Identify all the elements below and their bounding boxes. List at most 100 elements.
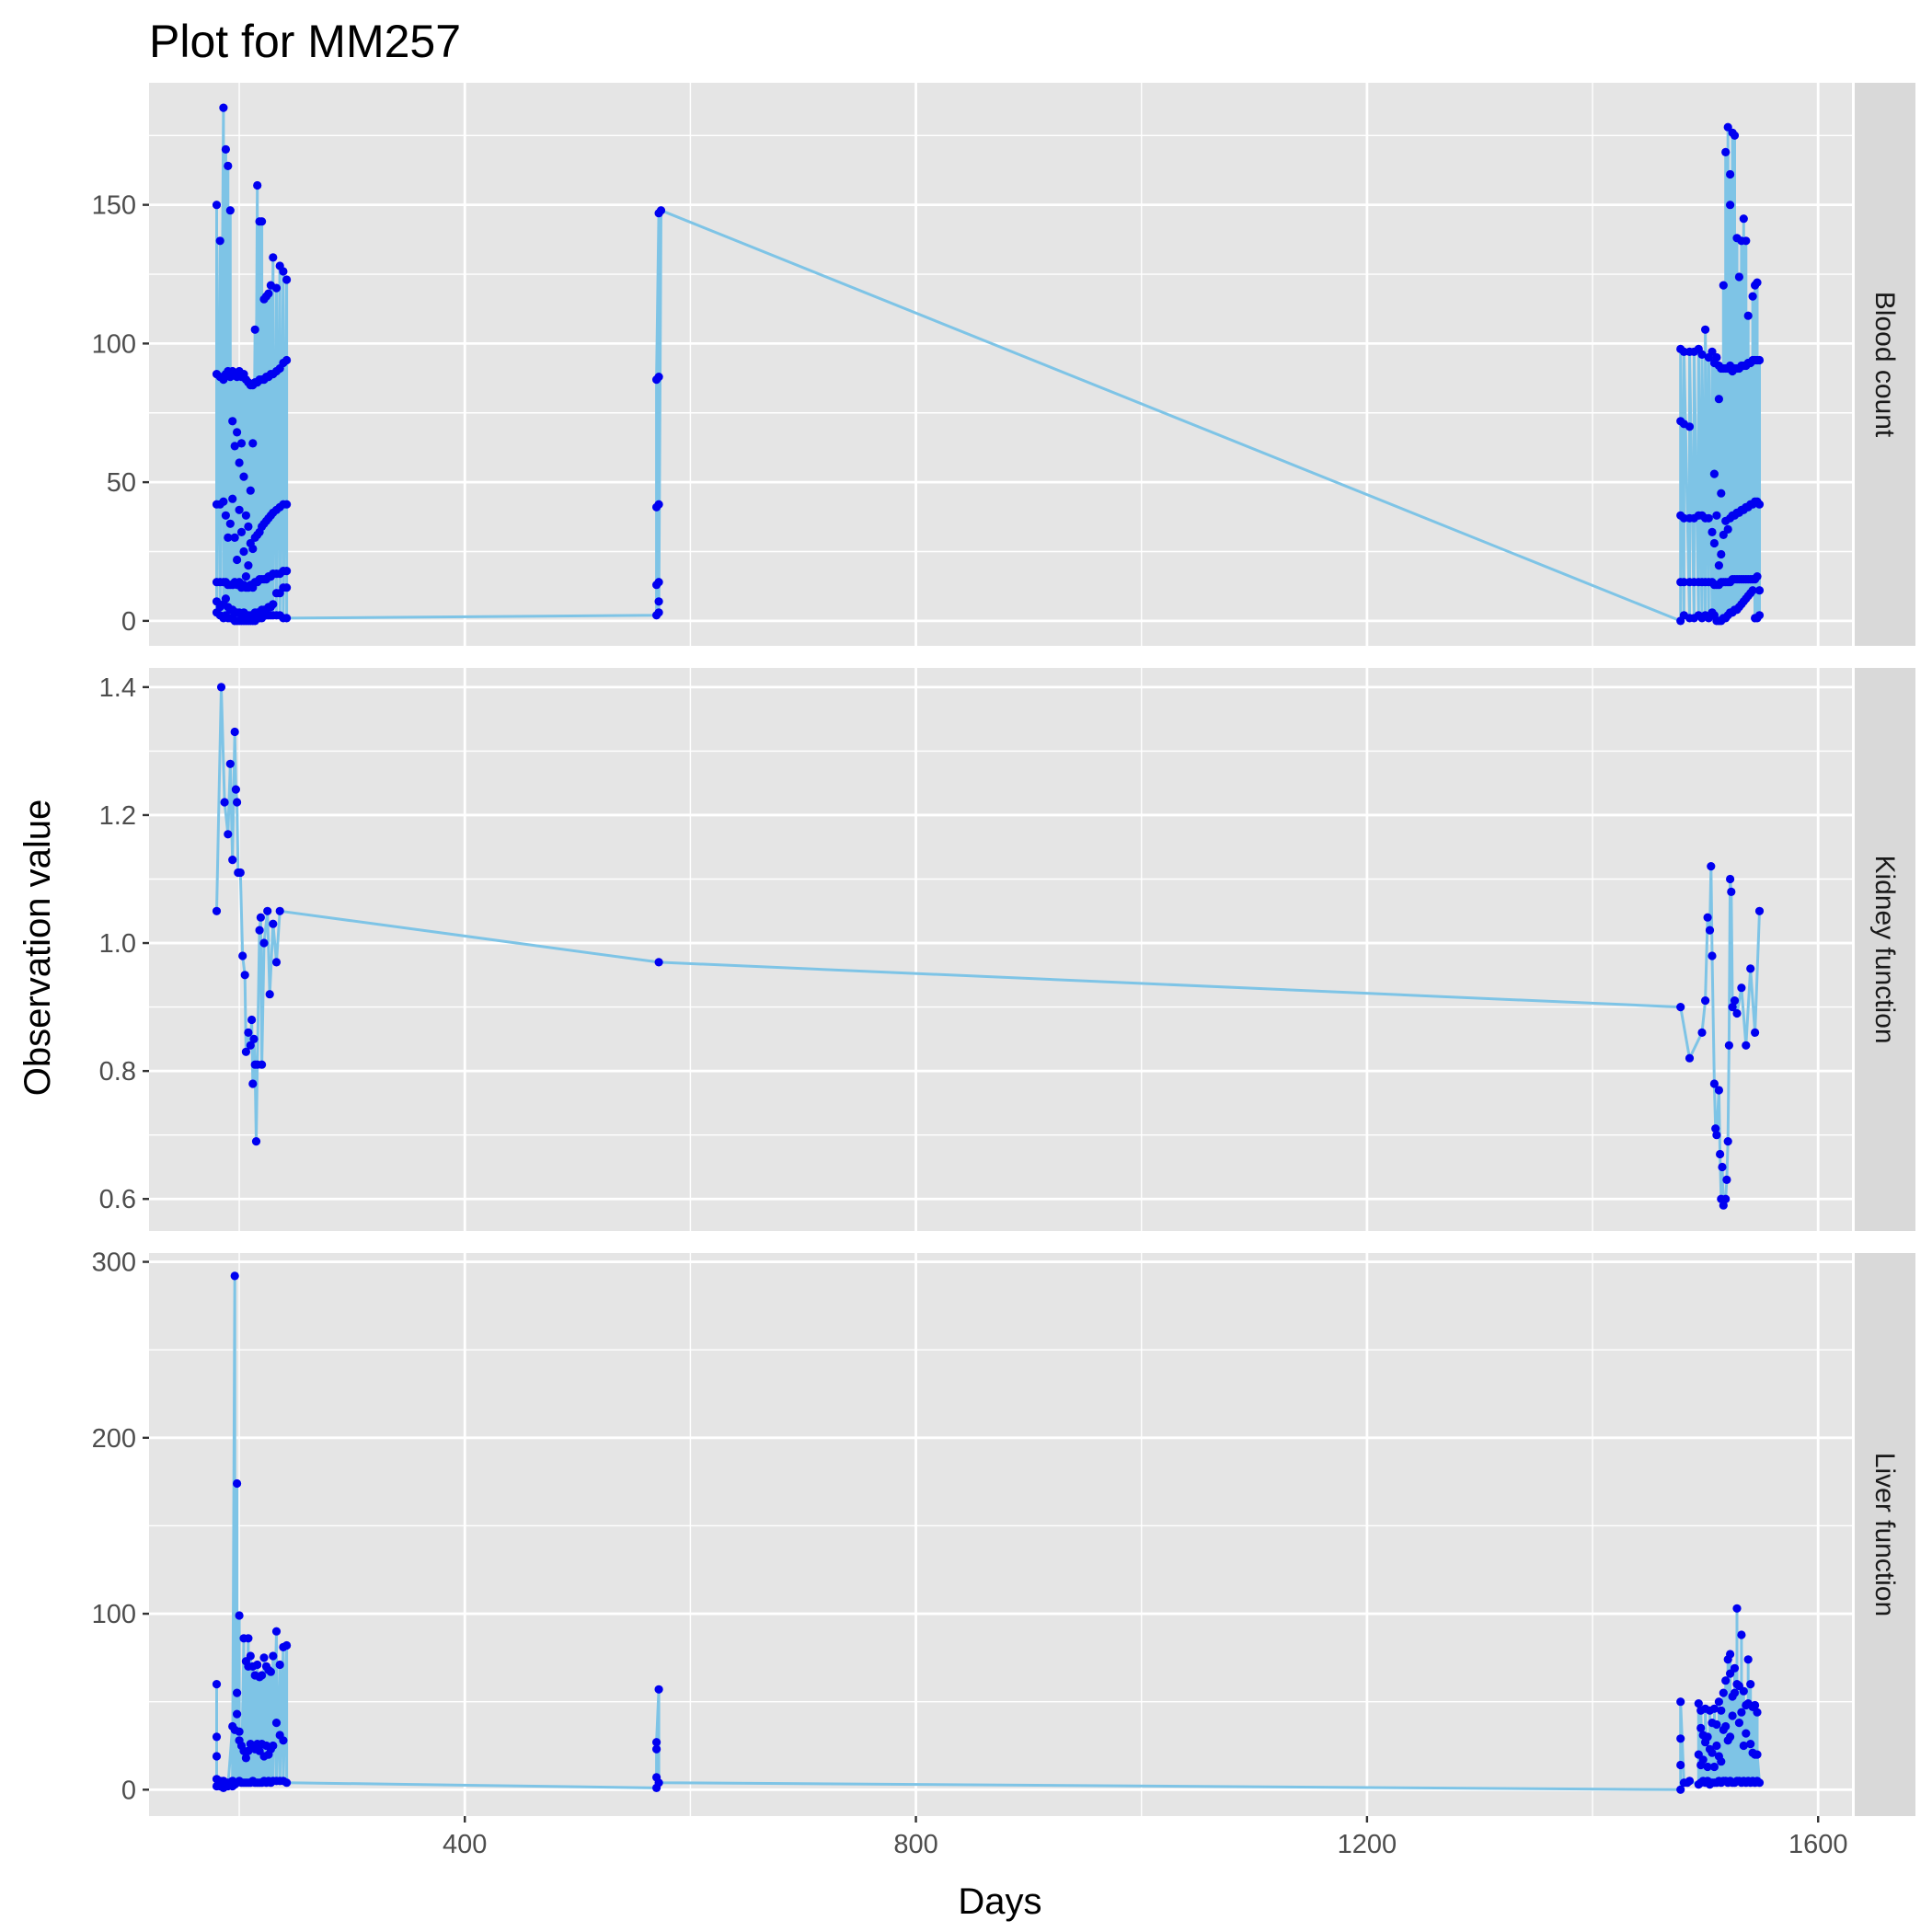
data-point — [279, 267, 288, 276]
data-point — [253, 180, 262, 190]
data-point — [1742, 1041, 1751, 1050]
data-point — [224, 830, 233, 839]
data-point — [244, 522, 253, 532]
data-point — [240, 971, 249, 980]
data-point — [275, 906, 284, 915]
data-point — [264, 289, 273, 298]
data-point — [1708, 951, 1717, 960]
data-point — [244, 1634, 253, 1643]
data-point — [1732, 1604, 1742, 1613]
data-point — [1754, 1778, 1765, 1788]
data-point — [233, 1478, 242, 1489]
data-point — [1746, 1740, 1755, 1749]
data-point — [1701, 325, 1710, 334]
data-point — [212, 1732, 222, 1742]
data-point — [1721, 1676, 1731, 1685]
data-point — [271, 958, 282, 967]
data-point — [258, 1060, 267, 1069]
data-point — [1712, 1741, 1721, 1751]
data-point — [1697, 1028, 1707, 1037]
data-point — [219, 497, 228, 506]
data-point — [656, 206, 666, 215]
data-point — [654, 373, 663, 382]
y-tick-label: 0 — [121, 607, 136, 637]
data-point — [1714, 1697, 1723, 1707]
data-point — [236, 439, 247, 448]
data-point — [1708, 527, 1717, 537]
data-point — [1751, 1028, 1760, 1037]
data-point — [1721, 1721, 1731, 1731]
data-point — [1708, 1748, 1717, 1757]
data-point — [654, 1685, 663, 1694]
data-point — [224, 533, 233, 543]
data-point — [248, 1079, 258, 1088]
data-point — [263, 906, 272, 915]
data-point — [1721, 147, 1731, 156]
data-point — [1742, 236, 1751, 246]
data-point — [1719, 281, 1728, 290]
data-point — [1748, 292, 1757, 301]
data-point — [1754, 500, 1765, 509]
panel-background — [149, 83, 1852, 646]
data-point — [1734, 272, 1743, 282]
data-point — [1724, 1041, 1733, 1050]
data-point — [228, 494, 237, 503]
data-point — [246, 486, 255, 495]
data-point — [244, 1028, 253, 1037]
data-point — [282, 1778, 292, 1788]
data-point — [238, 951, 247, 960]
data-point — [1730, 131, 1740, 140]
x-axis-title: Days — [958, 1881, 1041, 1922]
y-tick-label: 200 — [92, 1424, 136, 1454]
y-tick-label: 0.8 — [99, 1057, 136, 1087]
data-point — [215, 236, 224, 246]
data-point — [251, 1137, 261, 1146]
data-point — [1685, 1053, 1695, 1063]
chart-title: Plot for MM257 — [149, 16, 461, 67]
data-point — [1730, 996, 1740, 1006]
data-point — [1709, 1704, 1719, 1713]
y-tick-label: 1.4 — [99, 673, 136, 703]
facet-strip — [1855, 668, 1915, 1231]
data-point — [265, 990, 274, 999]
data-point — [654, 958, 663, 967]
x-tick-label: 400 — [443, 1830, 487, 1859]
data-point — [1716, 1149, 1725, 1159]
data-point — [1712, 1719, 1721, 1730]
facet-strip — [1855, 83, 1915, 646]
data-point — [239, 546, 248, 557]
data-point — [230, 533, 239, 543]
data-point — [248, 544, 258, 554]
data-point — [228, 417, 237, 426]
data-point — [1676, 1785, 1685, 1794]
data-point — [282, 275, 292, 284]
data-point — [1697, 350, 1707, 359]
data-point — [1703, 913, 1712, 922]
data-point — [1714, 395, 1723, 404]
data-point — [233, 798, 242, 807]
x-axis: 400 800 1200 1600 — [443, 1816, 1847, 1859]
y-tick-label: 1.0 — [99, 929, 136, 959]
facet-strip-label: Blood count — [1869, 292, 1900, 438]
series-line — [215, 685, 1761, 1207]
data-point — [275, 1660, 284, 1670]
data-point — [1730, 1663, 1740, 1673]
data-point — [1703, 1762, 1712, 1772]
data-point — [654, 608, 663, 617]
data-point — [1754, 355, 1765, 365]
data-point — [1711, 1124, 1720, 1133]
data-point — [1753, 1708, 1762, 1717]
data-point — [1696, 1723, 1706, 1732]
data-point — [256, 913, 265, 922]
y-tick-label: 100 — [92, 329, 136, 359]
data-point — [1737, 1630, 1746, 1639]
data-point — [258, 1671, 267, 1680]
data-point — [212, 1752, 222, 1761]
data-point — [271, 1719, 282, 1728]
data-point — [1754, 611, 1765, 620]
data-point — [282, 583, 292, 592]
x-tick-label: 800 — [893, 1830, 937, 1859]
y-axis-title: Observation value — [17, 799, 58, 1096]
data-point — [241, 1754, 250, 1763]
panel-liver-function: 0 100 200 300 Liver function — [92, 1248, 1915, 1816]
